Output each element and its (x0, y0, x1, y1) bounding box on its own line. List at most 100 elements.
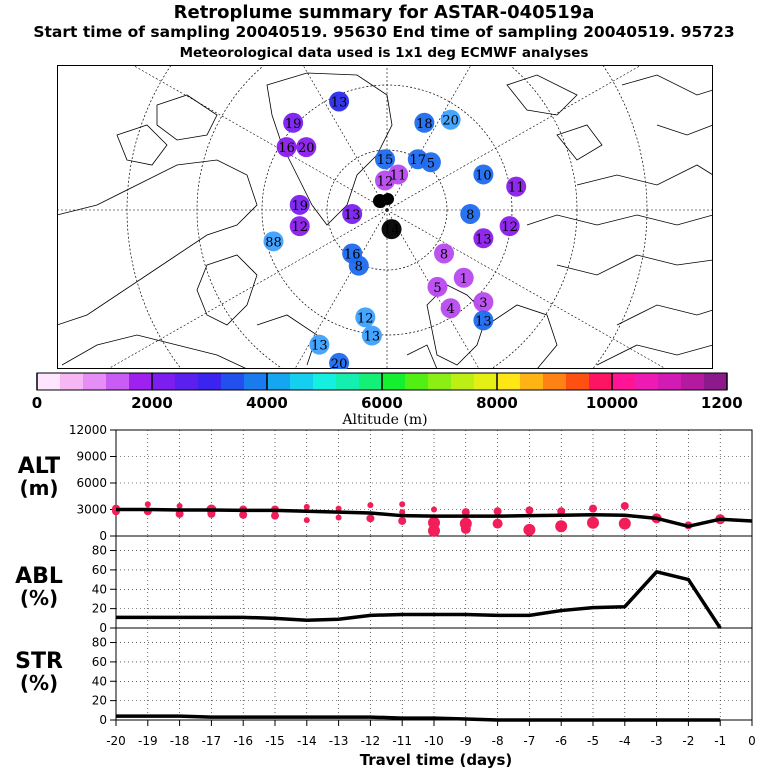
alt-series-line (116, 507, 753, 529)
colorbar-tick-label: 10000 (586, 394, 638, 412)
alt-scatter-point (620, 501, 629, 510)
x-tick-label: -11 (392, 734, 412, 748)
plume-blob (355, 307, 376, 328)
plume-label: 20 (442, 114, 459, 129)
plume-blob (289, 194, 310, 215)
alt-scatter-point (557, 507, 566, 516)
x-tick-label: -10 (424, 734, 444, 748)
colorbar-tick-label: 12000 (701, 394, 742, 412)
x-tick-label: -5 (587, 734, 599, 748)
plume-blob (375, 149, 395, 170)
str-ytick-label: 80 (92, 636, 107, 650)
alt-ytick-label: 6000 (76, 476, 107, 490)
x-tick-labels: -20 -19 -18 -17 -16 -15 -14 -13 -12 -11 -10 -9 -8 -7-… (106, 720, 756, 748)
plume-blob (434, 243, 455, 264)
alt-scatter-point (555, 520, 568, 533)
x-tick-label: -8 (492, 734, 504, 748)
plume-label: 14 (383, 223, 400, 238)
plume-label: 15 (377, 153, 394, 168)
altitude-colorbar: 0 2000 4000 6000 8000 10000 12000 Altitude (m) (32, 372, 742, 428)
alt-ytick-label: 9000 (76, 450, 107, 464)
x-tick-label: -1 (714, 734, 726, 748)
colorbar-cell (221, 373, 245, 390)
colorbar-cell (474, 373, 498, 390)
colorbar-tick-label: 2000 (131, 394, 173, 412)
colorbar-cell (336, 373, 360, 390)
colorbar-cell (244, 373, 268, 390)
alt-scatter-point (618, 517, 631, 530)
alt-label-line1: ALT (17, 454, 61, 479)
plume-label: 8 (466, 208, 474, 223)
plume-blob (473, 292, 494, 313)
plume-blob (296, 137, 317, 158)
alt-scatter-point (493, 507, 502, 516)
colorbar-tick-label: 8000 (476, 394, 518, 412)
plume-label: 13 (311, 339, 328, 354)
colorbar-cell (520, 373, 544, 390)
colorbar-cell (497, 373, 521, 390)
chart-title: Retroplume summary for ASTAR-040519a (173, 2, 595, 23)
alt-scatter-point (175, 509, 184, 518)
plume-blob (381, 219, 402, 240)
colorbar-ticks: 0 2000 4000 6000 8000 10000 12000 (32, 373, 742, 412)
plume-blob (473, 228, 494, 249)
colorbar-cell (382, 373, 406, 390)
str-label-line2: (%) (19, 671, 59, 695)
x-tick-label: -9 (460, 734, 472, 748)
colorbar-cell (428, 373, 452, 390)
x-tick-label: -3 (651, 734, 663, 748)
colorbar-cell (290, 373, 314, 390)
plume-label: 13 (331, 95, 348, 110)
grid-lines (115, 429, 753, 721)
plume-label: 13 (344, 208, 361, 223)
x-tick-label: -13 (329, 734, 349, 748)
plume-blob (473, 164, 494, 185)
alt-scatter-point (525, 506, 534, 515)
colorbar-cell (566, 373, 590, 390)
colorbar-cell (198, 373, 222, 390)
alt-scatter-point (303, 503, 310, 510)
sampling-time-line: Start time of sampling 20040519. 95630 E… (33, 23, 735, 41)
plume-label: 3 (479, 296, 487, 311)
abl-ytick-label: 40 (92, 582, 107, 596)
abl-panel-label: ABL (%) (14, 566, 64, 609)
plume-label: 17 (410, 153, 427, 168)
alt-scatter-point (428, 524, 440, 537)
x-tick-label: -4 (619, 734, 631, 748)
alt-ytick-label: 12000 (69, 423, 107, 437)
abl-ytick-label: 60 (92, 563, 107, 577)
plume-blob (473, 310, 494, 331)
map-frame (57, 65, 713, 369)
plume-label: 20 (298, 141, 315, 156)
plume-label: 8 (355, 260, 363, 275)
plume-blobs (263, 91, 527, 369)
plume-blob (427, 276, 448, 297)
plume-label: 12 (291, 220, 308, 235)
alt-scatter-point (335, 514, 342, 521)
colorbar-cell (635, 373, 659, 390)
plume-blob (348, 255, 369, 276)
plume-label: 11 (390, 168, 407, 183)
plume-label: 18 (416, 117, 433, 132)
colorbar-cell (175, 373, 199, 390)
alt-scatter-point (589, 504, 597, 513)
colorbar-cell (83, 373, 107, 390)
alt-scatter-point (399, 501, 406, 508)
x-tick-label: -6 (555, 734, 567, 748)
plume-label: 12 (357, 311, 374, 326)
colorbar-cell (152, 373, 176, 390)
x-tick-label: -2 (682, 734, 694, 748)
plume-blob (263, 231, 284, 252)
plume-label: 19 (291, 199, 308, 214)
plume-label: 4 (446, 302, 454, 317)
series-lines (116, 507, 753, 722)
colorbar-cell (267, 373, 291, 390)
colorbar-cell (37, 373, 61, 390)
plume-blob (460, 203, 481, 224)
plume-label: 13 (364, 330, 381, 345)
plume-blob (289, 216, 310, 237)
plume-blob (276, 137, 297, 158)
abl-ytick-label: 20 (92, 602, 107, 616)
